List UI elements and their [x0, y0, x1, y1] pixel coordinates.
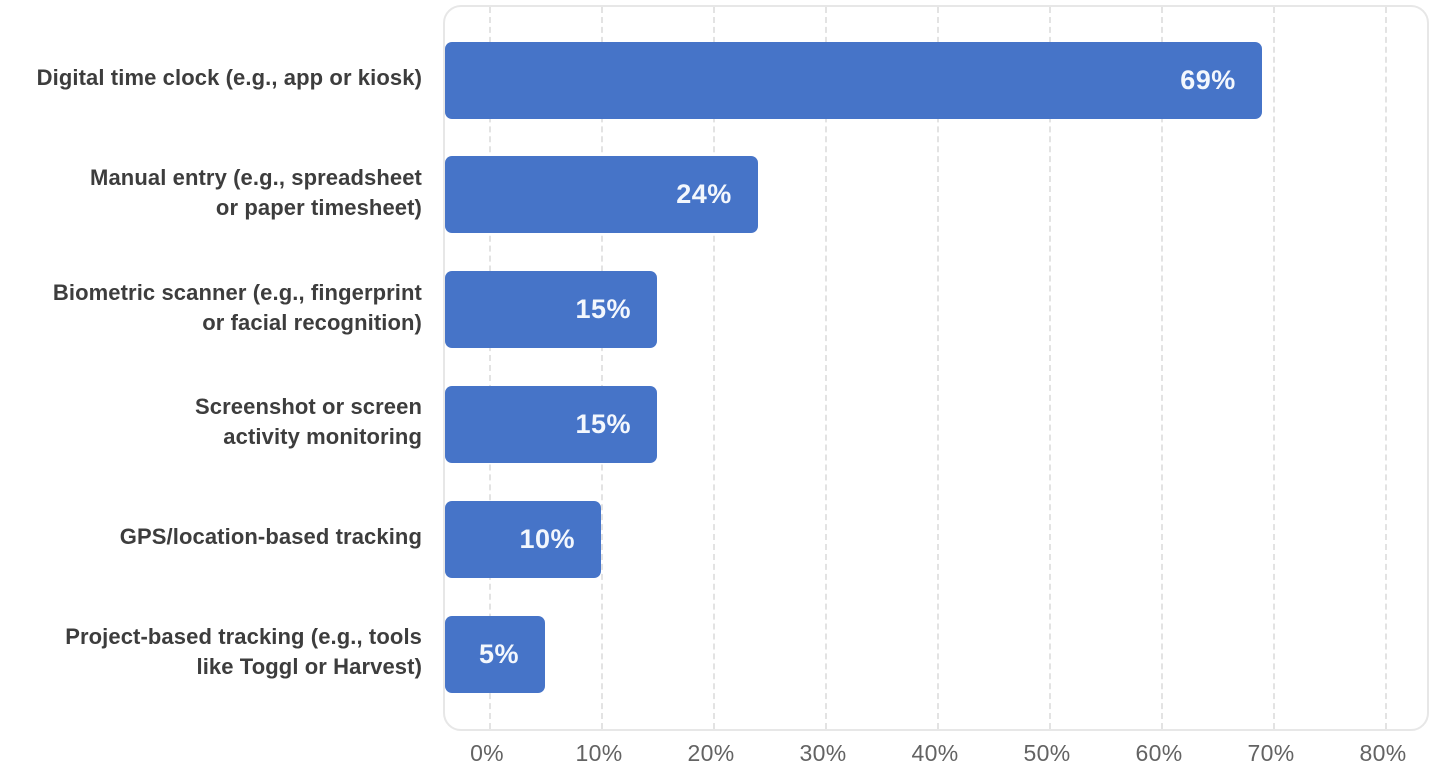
bar-value-label: 69%: [1180, 64, 1236, 95]
category-label-line: Screenshot or screen: [195, 394, 422, 420]
category-label-line: Biometric scanner (e.g., fingerprint: [52, 279, 422, 305]
gridlines: [445, 7, 1427, 729]
category-label-line: or facial recognition): [202, 309, 422, 335]
category-label-line: Digital time clock (e.g., app or kiosk): [36, 65, 422, 90]
category-label: Digital time clock (e.g., app or kiosk): [0, 33, 422, 123]
bar-value-label: 15%: [575, 294, 631, 325]
category-labels: Digital time clock (e.g., app or kiosk) M…: [0, 0, 432, 771]
x-tick-label: 80%: [1359, 740, 1407, 766]
category-label: Biometric scanner (e.g., fingerprint or f…: [0, 263, 422, 353]
bar: 15%: [445, 271, 657, 349]
gridline: [1273, 7, 1275, 729]
gridline: [1049, 7, 1051, 729]
bars: 69% 24% 15% 15% 10% 5%: [445, 7, 1427, 729]
gridline: [825, 7, 827, 729]
bar-value-label: 24%: [676, 179, 732, 210]
gridline: [937, 7, 939, 729]
gridline: [1161, 7, 1163, 729]
x-tick-label: 30%: [799, 740, 847, 766]
category-label-line: Manual entry (e.g., spreadsheet: [90, 164, 422, 190]
bar-value-label: 15%: [575, 408, 631, 439]
category-label-line: or paper timesheet): [215, 194, 422, 220]
bar-value-label: 5%: [478, 638, 519, 669]
x-tick-label: 10%: [575, 740, 623, 766]
plot-area: 69% 24% 15% 15% 10% 5%: [443, 5, 1429, 731]
category-label: Screenshot or screen activity monitoring: [0, 377, 422, 467]
x-tick-label: 70%: [1247, 740, 1295, 766]
gridline: [489, 7, 491, 729]
bar: 15%: [445, 385, 657, 463]
x-tick-label: 50%: [1023, 740, 1071, 766]
x-tick-label: 0%: [470, 740, 504, 766]
category-label-line: GPS/location-based tracking: [119, 524, 422, 550]
x-tick-label: 60%: [1135, 740, 1183, 766]
category-label: GPS/location-based tracking: [0, 492, 422, 582]
bar: 24%: [445, 156, 758, 234]
bar: 69%: [445, 41, 1262, 119]
bar: 5%: [445, 615, 545, 693]
category-label: Project-based tracking (e.g., tools like …: [0, 607, 422, 697]
category-label-line: like Toggl or Harvest): [196, 654, 422, 679]
category-label-line: activity monitoring: [223, 424, 422, 450]
gridline: [1385, 7, 1387, 729]
gridline: [713, 7, 715, 729]
bar-value-label: 10%: [519, 523, 575, 554]
category-label-line: Project-based tracking (e.g., tools: [65, 624, 422, 649]
x-tick-label: 20%: [687, 740, 735, 766]
category-label: Manual entry (e.g., spreadsheet or paper …: [0, 148, 422, 238]
gridline: [601, 7, 603, 729]
x-tick-label: 40%: [911, 740, 959, 766]
bar: 10%: [445, 500, 601, 578]
